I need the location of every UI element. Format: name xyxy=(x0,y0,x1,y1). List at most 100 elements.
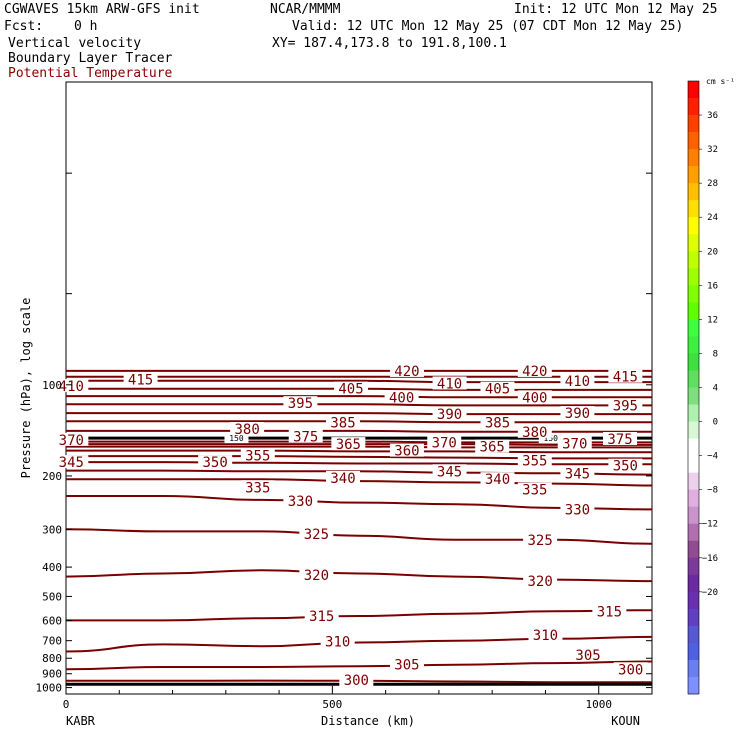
y-tick-label: 700 xyxy=(42,635,62,648)
contour-label: 310 xyxy=(325,635,350,651)
colorbar-swatch xyxy=(688,387,699,405)
contour-label-bg xyxy=(54,432,89,446)
contour-label: 335 xyxy=(522,483,547,499)
colorbar-swatch xyxy=(688,81,699,99)
contour-label-bg xyxy=(198,455,233,469)
model-title: CGWAVES 15km ARW-GFS init xyxy=(4,2,200,17)
colorbar-label: 24 xyxy=(707,213,718,223)
contour-label-bg xyxy=(608,458,643,472)
tracer-label-bg xyxy=(538,433,563,444)
colorbar-label: 16 xyxy=(707,281,718,291)
contour-label-bg xyxy=(557,436,592,450)
colorbar-units: cm s⁻¹ xyxy=(706,77,735,86)
y-tick-label: 400 xyxy=(42,561,62,574)
contour-label: 390 xyxy=(565,406,590,422)
colorbar-label: 12 xyxy=(707,315,718,325)
colorbar-label: 0 xyxy=(713,418,718,428)
colorbar-swatch xyxy=(688,183,699,201)
contour-label: 415 xyxy=(613,370,638,386)
contour-345 xyxy=(66,461,652,466)
contour-label-bg xyxy=(517,424,552,438)
colorbar-label: 8 xyxy=(713,349,718,359)
contour-label-bg xyxy=(517,482,552,496)
colorbar-label: −12 xyxy=(702,520,718,530)
contour-label-bg xyxy=(54,455,89,469)
valid-time: Valid: 12 UTC Mon 12 May 25 (07 CDT Mon … xyxy=(292,19,684,34)
fcst-value: 0 h xyxy=(74,19,98,34)
y-tick-label: 500 xyxy=(42,590,62,603)
colorbar-swatch xyxy=(688,353,699,371)
contour-label-bg xyxy=(480,381,515,395)
contour-label: 415 xyxy=(128,372,153,388)
colorbar-swatch xyxy=(688,574,699,593)
contour-label: 320 xyxy=(304,568,329,584)
contour-380 xyxy=(66,429,653,433)
colorbar-label: −8 xyxy=(707,486,718,496)
contour-label-bg xyxy=(432,376,467,390)
contour-label: 405 xyxy=(338,382,363,398)
contour-330 xyxy=(66,494,653,511)
contour-label: 355 xyxy=(245,448,270,464)
colorbar-swatch xyxy=(688,540,699,559)
colorbar-label: −4 xyxy=(707,452,718,462)
colorbar-label: −20 xyxy=(702,588,718,598)
colorbar-swatch xyxy=(688,557,699,576)
cross-section-xy: XY= 187.4,173.8 to 191.8,100.1 xyxy=(272,36,507,51)
contour-label-bg xyxy=(608,398,643,412)
contour-label: 395 xyxy=(288,396,313,412)
y-tick-label: 200 xyxy=(42,470,62,483)
contour-label: 375 xyxy=(607,432,632,448)
y-tick-label: 900 xyxy=(42,668,62,681)
contour-label: 410 xyxy=(437,376,462,392)
colorbar-swatch xyxy=(688,149,699,167)
contour-label: 325 xyxy=(304,527,329,543)
contour-label: 315 xyxy=(309,609,334,625)
contour-label: 380 xyxy=(522,425,547,441)
colorbar-swatch xyxy=(688,200,699,218)
contour-label: 345 xyxy=(437,464,462,480)
contour-label-bg xyxy=(560,502,595,516)
colorbar-swatch xyxy=(688,319,699,337)
contour-label-bg xyxy=(523,574,558,588)
colorbar-swatch xyxy=(688,370,699,388)
contour-410 xyxy=(66,379,652,384)
org-label: NCAR/MMMM xyxy=(270,2,341,17)
contour-label-bg xyxy=(299,568,334,582)
colorbar-swatch xyxy=(688,659,699,678)
contour-label-bg xyxy=(571,647,606,661)
contour-label: 410 xyxy=(565,374,590,390)
colorbar-swatch xyxy=(688,523,699,542)
contour-400 xyxy=(66,395,652,399)
contour-label: 325 xyxy=(527,533,552,549)
x-right-endpoint: KOUN xyxy=(611,714,640,728)
colorbar-swatch xyxy=(688,115,699,133)
contour-label: 370 xyxy=(562,436,587,452)
contour-395 xyxy=(66,403,652,407)
colorbar-swatch xyxy=(688,251,699,269)
colorbar-swatch xyxy=(688,132,699,150)
colorbar-swatch xyxy=(688,591,699,610)
contour-320 xyxy=(65,569,653,583)
contour-label: 315 xyxy=(597,604,622,620)
contour-label-bg xyxy=(560,466,595,480)
contour-label: 395 xyxy=(613,398,638,414)
contour-label-bg xyxy=(517,363,552,377)
colorbar-swatch xyxy=(688,608,699,627)
x-tick-label: 500 xyxy=(322,698,342,711)
contour-label: 385 xyxy=(485,415,510,431)
contour-label: 330 xyxy=(288,494,313,510)
contour-label: 400 xyxy=(389,390,414,406)
contour-label-bg xyxy=(320,634,355,648)
contour-label: 365 xyxy=(336,437,361,453)
y-tick-label: 1000 xyxy=(36,682,63,695)
colorbar-label: 28 xyxy=(707,179,718,189)
y-tick-label: 100 xyxy=(42,379,62,392)
tracer-label-bg xyxy=(224,433,249,444)
contour-325 xyxy=(65,528,653,545)
contour-label-bg xyxy=(326,415,361,429)
contour-label: 370 xyxy=(432,435,457,451)
y-axis-label: Pressure (hPa), log scale xyxy=(19,298,33,479)
colorbar-swatch xyxy=(688,336,699,354)
x-left-endpoint: KABR xyxy=(66,714,96,728)
